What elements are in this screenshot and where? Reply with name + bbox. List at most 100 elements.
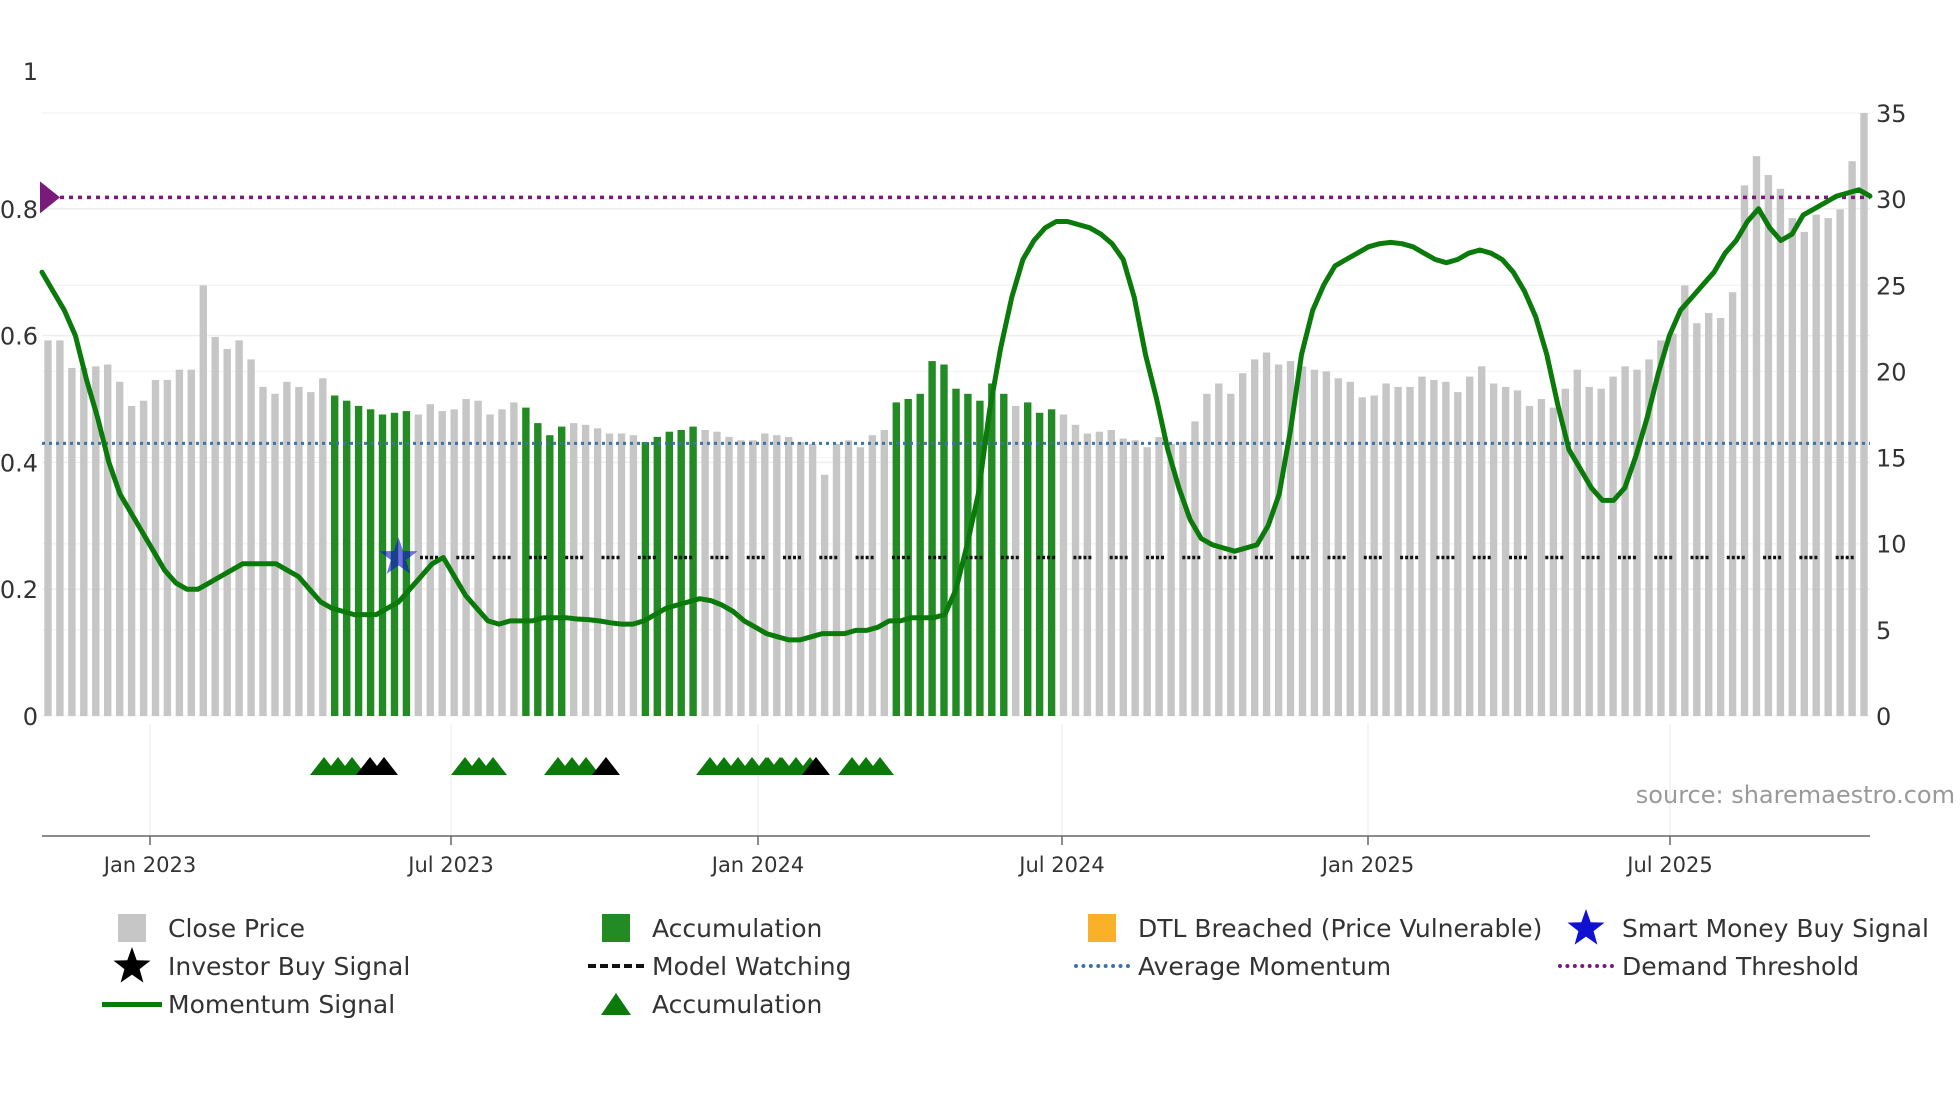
x-tick-label: Jul 2024 [1017,853,1104,877]
accumulation-triangle [479,757,507,775]
legend-average-momentum-label: Average Momentum [1138,951,1392,981]
close-price-bar [80,368,88,716]
close-price-bar [617,433,626,716]
close-price-bar [1143,447,1151,716]
legend-accumulation-bar: Accumulation [580,910,822,946]
accumulation-bar [928,361,936,716]
close-price-bar [1537,399,1546,716]
close-price-bar [1394,386,1402,716]
close-price-bar [1728,292,1737,716]
close-price-bar [1334,378,1342,716]
close-price-bar [319,378,327,716]
close-price-bar [1155,436,1163,716]
accumulation-bar [952,388,960,716]
source-credit: source: sharemaestro.com [1636,781,1955,809]
average-momentum-swatch [1074,964,1130,968]
close-price-bar [498,409,506,716]
close-price-bar [1239,373,1247,716]
close-price-bar [1286,361,1295,716]
close-price-bar [199,285,207,716]
close-price-bar [235,340,243,716]
dtl-breached-swatch [1088,914,1116,942]
close-price-bar [1083,433,1092,716]
close-price-bar [844,440,853,716]
legend-accumulation-marker: Accumulation [580,986,822,1022]
accumulation-bar [689,426,697,716]
legend-dtl-breached-label: DTL Breached (Price Vulnerable) [1138,913,1543,943]
close-price-bar [1418,376,1426,716]
close-price-bar [271,393,279,716]
close-price-bar [175,369,184,716]
close-price-bars [44,113,1868,717]
close-price-bar [104,364,112,716]
legend-investor-buy: Investor Buy Signal [96,947,411,984]
close-price-bar [1800,231,1808,716]
accumulation-triangle [866,757,894,775]
investor-buy-triangle [802,757,830,775]
close-price-bar [307,392,315,716]
close-price-bar [1274,364,1283,716]
close-price-bar [701,430,709,716]
accumulation-bar [964,393,972,716]
accumulation-bar [378,414,387,716]
close-price-bar [868,435,877,716]
close-price-bar [581,424,590,716]
close-price-bar [1454,392,1462,716]
right-axis-ticks: 0 5 10 15 20 25 30 35 [1876,100,1907,731]
accumulation-bar [354,405,363,716]
close-price-bar [1705,312,1713,716]
accumulation-bar [534,423,542,716]
accumulation-bar [558,426,566,716]
close-price-bar [1095,431,1104,716]
x-axis-ticks: Jan 2023 Jul 2023 Jan 2024 Jul 2024 Jan 2025… [102,836,1713,877]
x-tick-label: Jan 2024 [710,853,805,877]
legend-investor-buy-label: Investor Buy Signal [168,951,411,981]
close-price-bar [1478,366,1486,716]
close-price-bar [749,440,757,716]
close-price-bar [1131,440,1139,716]
close-price-bar [1406,386,1414,716]
accumulation-bar [343,400,351,716]
left-tick-label: 0.8 [0,196,38,224]
accumulation-swatch [602,914,630,942]
close-price-bar [1346,381,1354,716]
legend-smart-money-label: Smart Money Buy Signal [1622,913,1929,943]
accumulation-bar [940,364,948,716]
close-price-bar [462,399,470,716]
x-tick-label: Jan 2025 [1320,853,1415,877]
close-price-bar [1489,383,1498,716]
close-price-bar [1633,369,1641,716]
close-price-bar [486,414,494,716]
accumulation-triangle [572,757,600,775]
close-price-bar [1310,369,1319,716]
close-price-bar [283,381,291,716]
accumulation-bar [665,431,673,716]
close-price-bar [1442,381,1450,716]
close-price-bar [1609,376,1617,716]
legend-accumulation-bar-label: Accumulation [652,913,823,943]
legend-model-watching: Model Watching [580,948,852,984]
close-price-bar [1262,352,1271,716]
close-price-bar [1203,393,1211,716]
close-price-bar [1573,369,1581,716]
close-price-bar [56,340,64,716]
close-price-bar [414,414,422,716]
close-price-bar [1645,359,1653,716]
right-tick-label: 20 [1876,358,1907,386]
close-price-bar [1251,359,1259,716]
right-tick-label: 15 [1876,445,1907,473]
demand-threshold-swatch [1558,964,1614,968]
legend-momentum-signal-label: Momentum Signal [168,989,396,1019]
model-watching-swatch [588,964,644,968]
accumulation-bar [916,393,924,716]
close-price-bar [139,400,148,716]
legend-dtl-breached: DTL Breached (Price Vulnerable) [1066,910,1542,946]
right-tick-label: 10 [1876,531,1907,559]
close-price-bar [725,436,733,716]
right-tick-label: 0 [1876,703,1891,731]
close-price-bar [426,404,434,716]
left-tick-label: 1 [23,58,38,86]
close-price-bar [1430,380,1438,716]
close-price-bar [1693,323,1701,716]
close-price-bar [1812,214,1820,716]
